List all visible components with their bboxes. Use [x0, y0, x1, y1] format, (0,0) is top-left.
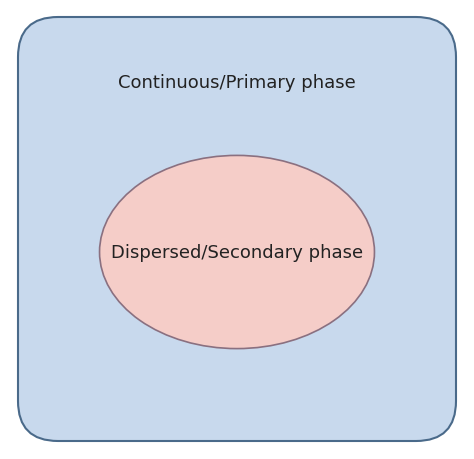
Text: Dispersed/Secondary phase: Dispersed/Secondary phase: [111, 243, 363, 262]
Text: Continuous/Primary phase: Continuous/Primary phase: [118, 73, 356, 92]
Ellipse shape: [100, 156, 374, 349]
FancyBboxPatch shape: [18, 18, 456, 441]
